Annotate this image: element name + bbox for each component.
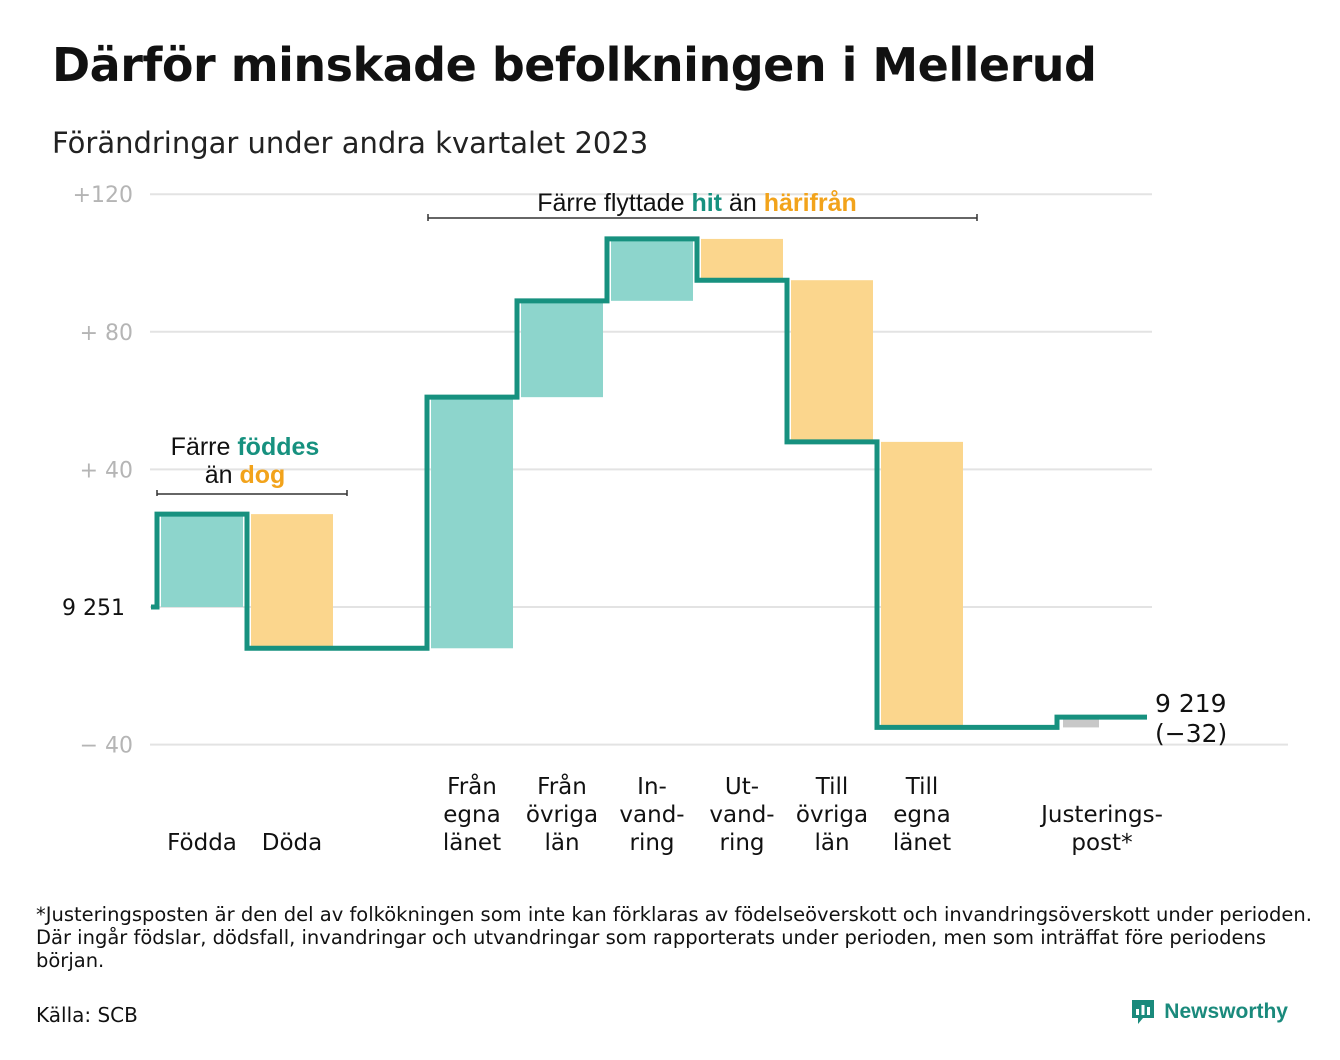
annotation-text: Färre flyttade hit än härifrån <box>537 189 857 217</box>
category-label: egna <box>443 802 500 828</box>
running-total-step-line <box>151 236 1147 730</box>
category-label: Till <box>905 774 939 800</box>
annotation-bracket <box>156 490 348 496</box>
annotation-text: än dog <box>205 461 286 489</box>
category-label: Födda <box>167 830 237 856</box>
annotation-segment: än <box>205 461 240 489</box>
annotation-segment: dog <box>239 461 285 489</box>
brand-logo: Newsworthy <box>1130 998 1288 1026</box>
end-value-label: 9 219 <box>1155 689 1227 718</box>
category-label: länet <box>443 830 501 856</box>
category-label: Till <box>815 774 849 800</box>
annotation-segment: än <box>722 189 764 217</box>
start-value-label: 9 251 <box>62 596 125 621</box>
newsworthy-logo-icon <box>1132 1000 1155 1024</box>
y-tick-label: + 80 <box>80 321 133 346</box>
source-note: Källa: SCB <box>36 1003 138 1027</box>
category-label: egna <box>893 802 950 828</box>
category-label: vand- <box>709 802 774 828</box>
category-label: övriga <box>526 802 598 828</box>
category-label: In- <box>637 774 667 800</box>
category-label: län <box>814 830 849 856</box>
category-label: Justerings- <box>1039 802 1163 828</box>
bar <box>1063 717 1099 728</box>
category-label: vand- <box>619 802 684 828</box>
y-tick-label: − 40 <box>80 734 133 759</box>
chart-subtitle: Förändringar under andra kvartalet 2023 <box>52 126 649 160</box>
brand-name: Newsworthy <box>1164 1000 1288 1023</box>
category-label: län <box>544 830 579 856</box>
category-label: ring <box>719 830 764 856</box>
annotation-segment: Färre flyttade <box>537 189 691 217</box>
category-label: Från <box>447 772 497 800</box>
category-label: Döda <box>262 830 322 856</box>
category-label: länet <box>893 830 951 856</box>
footnote: *Justeringsposten är den del av folkökni… <box>36 903 1312 972</box>
category-label: post* <box>1071 830 1132 856</box>
annotation-bracket <box>427 214 978 221</box>
gridlines: +120 + 80 + 40 − 40 9 251 <box>62 183 1288 759</box>
end-change-label: (−32) <box>1155 719 1227 748</box>
bar <box>521 300 603 398</box>
category-labels: Födda DödaFrånegnalänetFrånövrigalänIn-va… <box>167 689 1227 856</box>
annotation-segment: föddes <box>237 433 319 461</box>
bar <box>161 514 243 607</box>
annotation-text: Färre föddes <box>171 433 320 461</box>
bar <box>251 514 333 649</box>
running-total-line <box>151 236 1147 730</box>
category-label: Ut- <box>725 774 759 800</box>
chart-title: Därför minskade befolkningen i Mellerud <box>52 38 1097 92</box>
bar <box>611 238 693 301</box>
bar <box>791 280 873 442</box>
y-tick-label: +120 <box>73 183 133 208</box>
category-label: ring <box>629 830 674 856</box>
y-tick-label: + 40 <box>80 458 133 483</box>
annotation-segment: Färre <box>171 433 238 461</box>
bar <box>701 238 783 281</box>
annotation-segment: hit <box>691 189 722 217</box>
annotation-segment: härifrån <box>764 189 857 217</box>
category-label: övriga <box>796 802 868 828</box>
bar <box>431 397 513 649</box>
category-label: Från <box>537 772 587 800</box>
bar <box>881 441 963 728</box>
bars <box>161 238 1099 728</box>
